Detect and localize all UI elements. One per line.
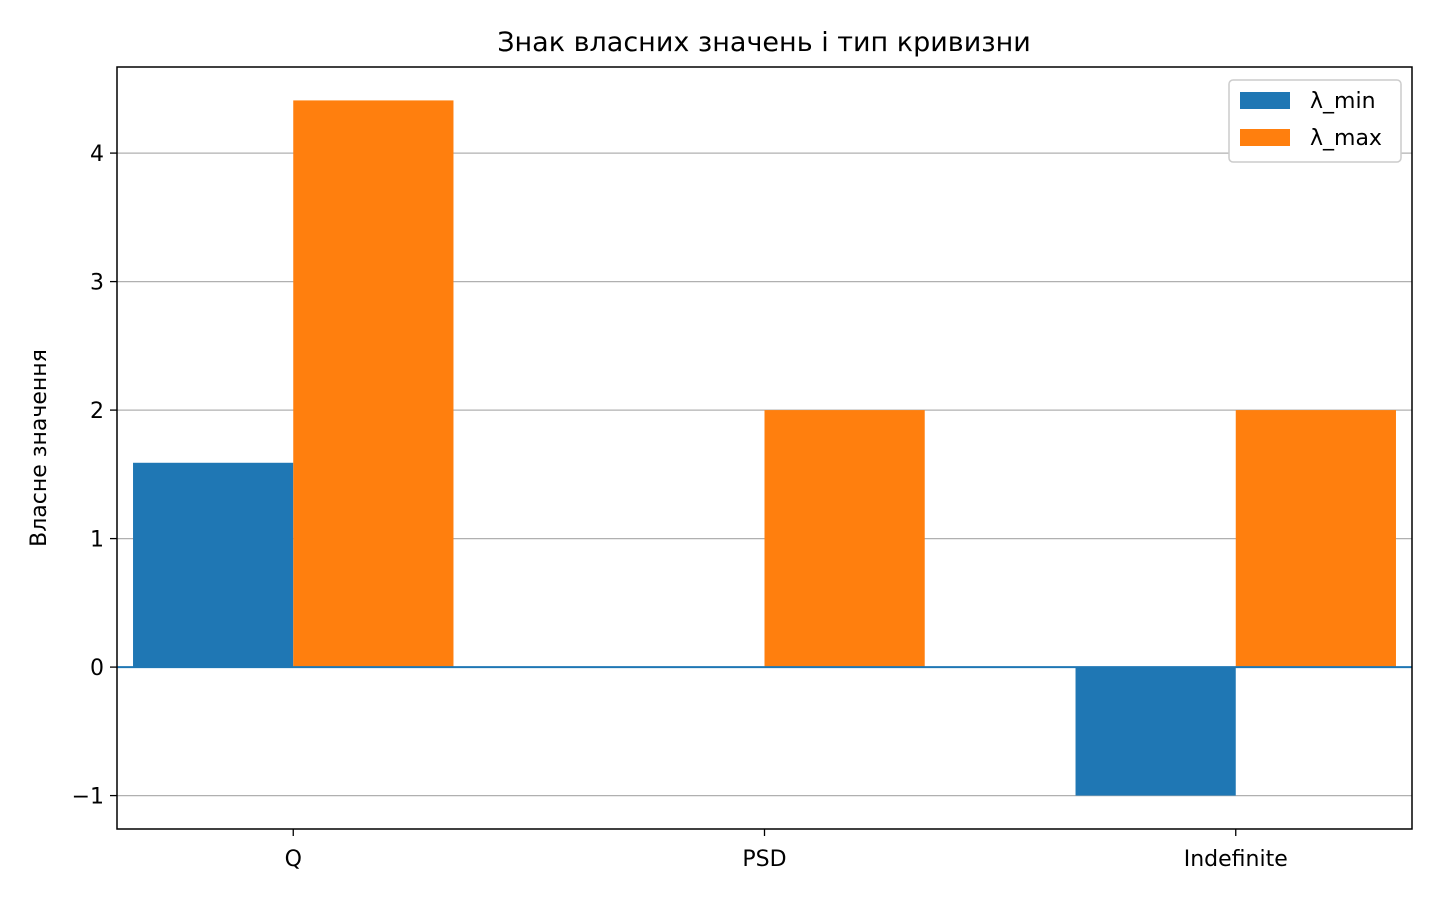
bar-lambda-max-q: [293, 100, 454, 668]
y-tick-label: 3: [90, 271, 104, 296]
bar-lambda-max-indefinite: [1235, 410, 1396, 668]
legend-swatch-lambda-max: [1240, 129, 1290, 146]
bar-lambda-min-q: [133, 462, 294, 668]
y-tick-label: 1: [90, 528, 104, 553]
bar-lambda-max-psd: [764, 410, 925, 668]
bar-lambda-min-indefinite: [1075, 667, 1236, 796]
x-tick-label: Q: [285, 847, 302, 872]
x-tick-label: Indefinite: [1184, 847, 1288, 872]
x-tick-label: PSD: [742, 847, 786, 872]
y-tick-label: 2: [90, 399, 104, 424]
y-tick-label: −1: [72, 785, 104, 810]
legend-label-lambda-max: λ_max: [1310, 126, 1382, 151]
legend: λ_min λ_max: [1228, 79, 1402, 163]
x-ticks: Q PSD Indefinite: [285, 829, 1288, 872]
bars: [133, 100, 1396, 796]
y-ticks: −1 0 1 2 3 4: [72, 142, 117, 810]
y-axis-label: Власне значення: [27, 349, 52, 547]
chart-title: Знак власних значень і тип кривизни: [497, 27, 1031, 58]
legend-swatch-lambda-min: [1240, 92, 1290, 109]
legend-label-lambda-min: λ_min: [1310, 89, 1376, 114]
y-tick-label: 0: [90, 656, 104, 681]
y-tick-label: 4: [90, 142, 104, 167]
